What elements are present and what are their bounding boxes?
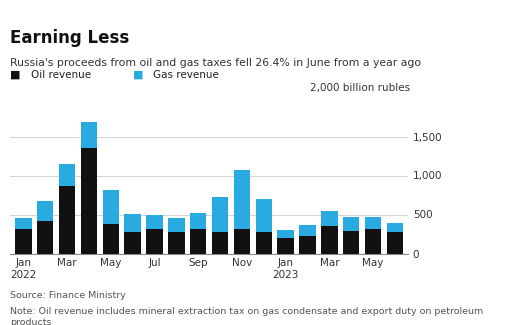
Text: 2,000 billion rubles: 2,000 billion rubles <box>310 83 410 93</box>
Bar <box>277 238 293 254</box>
Bar <box>255 232 271 254</box>
Bar <box>189 228 206 254</box>
Bar <box>211 197 228 232</box>
Bar <box>342 231 359 254</box>
Bar <box>321 226 337 254</box>
Bar <box>59 164 75 186</box>
Bar <box>37 221 53 254</box>
Bar <box>233 170 249 229</box>
Bar <box>59 186 75 254</box>
Text: Oil revenue: Oil revenue <box>31 70 91 80</box>
Bar <box>168 232 184 254</box>
Text: ■: ■ <box>10 70 21 80</box>
Bar <box>15 229 32 254</box>
Bar <box>255 199 271 232</box>
Bar <box>146 215 162 229</box>
Bar <box>15 218 32 229</box>
Bar <box>80 123 97 148</box>
Text: Source: Finance Ministry: Source: Finance Ministry <box>10 291 126 300</box>
Bar <box>321 211 337 226</box>
Bar <box>168 218 184 232</box>
Bar <box>146 229 162 254</box>
Bar <box>299 226 315 236</box>
Bar <box>37 201 53 221</box>
Bar <box>364 229 380 254</box>
Text: Russia's proceeds from oil and gas taxes fell 26.4% in June from a year ago: Russia's proceeds from oil and gas taxes… <box>10 58 420 68</box>
Bar <box>233 229 249 254</box>
Text: Gas revenue: Gas revenue <box>153 70 218 80</box>
Bar <box>364 217 380 229</box>
Bar <box>277 230 293 238</box>
Bar <box>102 224 119 254</box>
Text: Earning Less: Earning Less <box>10 29 129 47</box>
Text: ■: ■ <box>132 70 143 80</box>
Text: Note: Oil revenue includes mineral extraction tax on gas condensate and export d: Note: Oil revenue includes mineral extra… <box>10 307 483 325</box>
Bar <box>124 214 140 232</box>
Bar <box>189 213 206 228</box>
Bar <box>80 148 97 254</box>
Bar <box>299 236 315 254</box>
Bar <box>386 223 402 232</box>
Bar <box>211 232 228 254</box>
Bar <box>102 190 119 224</box>
Bar <box>124 232 140 254</box>
Bar <box>342 217 359 231</box>
Bar <box>386 232 402 254</box>
